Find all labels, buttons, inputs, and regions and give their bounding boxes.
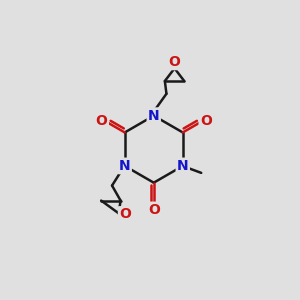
Text: N: N (177, 159, 189, 173)
Text: N: N (148, 109, 160, 123)
Text: N: N (119, 159, 130, 173)
Text: O: O (96, 114, 108, 128)
Text: O: O (169, 55, 181, 69)
Text: O: O (148, 203, 160, 217)
Text: O: O (200, 114, 212, 128)
Text: O: O (119, 207, 131, 221)
